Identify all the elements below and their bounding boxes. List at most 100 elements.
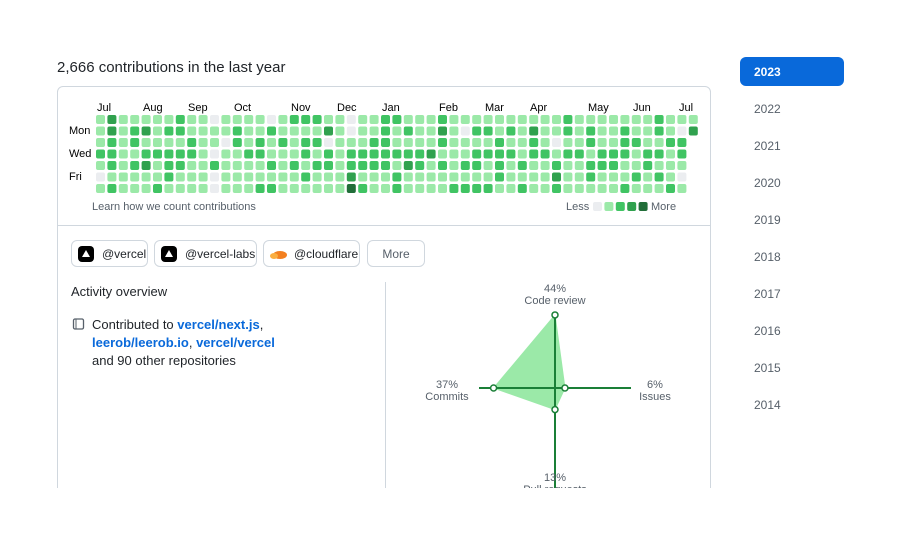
title: 2,666 contributions in the last year: [57, 59, 286, 76]
day-cell: [483, 138, 493, 147]
intro: Contributed to: [92, 317, 174, 332]
day-cell: [381, 161, 390, 170]
day-cell: [312, 138, 322, 147]
day-cell: [392, 172, 402, 182]
day-cell: [631, 149, 641, 159]
day-cell: [574, 138, 584, 147]
day-cell: [96, 161, 105, 170]
org-button[interactable]: @vercel-labs: [154, 240, 257, 267]
day-cell: [415, 138, 425, 147]
radar-point: [551, 405, 559, 414]
month-label: Nov: [291, 102, 311, 114]
day-cell: [677, 184, 687, 193]
year-link[interactable]: 2017: [754, 287, 781, 301]
radar-label: Pull requests: [523, 484, 587, 488]
more-button[interactable]: More: [367, 240, 425, 267]
day-cell: [506, 138, 516, 147]
day-cell: [392, 126, 402, 136]
day-cell: [666, 126, 675, 136]
repo-link[interactable]: leerob/leerob.io: [92, 335, 189, 350]
year-link[interactable]: 2016: [754, 324, 781, 338]
day-cell: [597, 172, 607, 182]
month-label: Dec: [337, 102, 357, 114]
year-link[interactable]: 2019: [754, 213, 781, 227]
year-link[interactable]: 2018: [754, 250, 781, 264]
day-cell: [540, 138, 550, 147]
year-link[interactable]: 2022: [754, 102, 781, 116]
day-cell: [141, 115, 151, 124]
day-cell: [574, 149, 584, 159]
day-cell: [130, 149, 140, 159]
day-cell: [301, 172, 311, 182]
day-cell: [677, 161, 687, 170]
day-cell: [244, 184, 254, 193]
year-link[interactable]: 2020: [754, 176, 781, 190]
day-cell: [187, 138, 197, 147]
year-link[interactable]: 2021: [754, 139, 781, 153]
day-cell: [517, 161, 527, 170]
vertical-divider: [385, 282, 386, 488]
repo-link[interactable]: vercel/next.js: [177, 317, 260, 332]
day-cell: [118, 161, 128, 170]
day-cell: [620, 115, 630, 124]
day-cell: [198, 149, 208, 159]
day-cell: [472, 138, 482, 147]
day-cell: [164, 115, 174, 124]
day-cell: [438, 138, 447, 147]
day-cell: [255, 149, 265, 159]
day-cell: [609, 126, 618, 136]
day-cell: [517, 126, 527, 136]
day-cell: [267, 138, 276, 147]
day-cell: [415, 115, 425, 124]
day-cell: [506, 172, 516, 182]
day-cell: [96, 184, 105, 193]
day-cell: [517, 172, 527, 182]
day-cell: [244, 149, 254, 159]
learn-link[interactable]: Learn how we count contributions: [92, 201, 256, 213]
day-cell: [312, 184, 322, 193]
day-cell: [574, 161, 584, 170]
day-cell: [438, 184, 447, 193]
day-cell: [381, 138, 390, 147]
org-button[interactable]: @cloudflare: [263, 240, 360, 267]
day-cell: [346, 126, 356, 136]
day-cell: [289, 115, 299, 124]
day-cell: [631, 184, 641, 193]
day-cell: [369, 149, 379, 159]
day-cell: [677, 115, 687, 124]
day-cell: [677, 138, 687, 147]
day-cell: [324, 172, 333, 182]
day-cell: [198, 184, 208, 193]
year-link[interactable]: 2023: [754, 65, 781, 79]
legend-swatch: [638, 202, 648, 211]
day-cell: [620, 126, 630, 136]
day-cell: [255, 138, 265, 147]
day-cell: [517, 149, 527, 159]
day-cell: [495, 172, 504, 182]
day-cell: [460, 161, 470, 170]
day-cell: [449, 138, 459, 147]
year-selected[interactable]: [740, 57, 844, 86]
day-cell: [506, 115, 516, 124]
day-cell: [164, 126, 174, 136]
day-cell: [472, 126, 482, 136]
radar-label: Issues: [639, 391, 671, 403]
day-cell: [369, 138, 379, 147]
year-link[interactable]: 2015: [754, 361, 781, 375]
day-cell: [620, 161, 630, 170]
day-cell: [609, 149, 618, 159]
year-link[interactable]: 2014: [754, 398, 781, 412]
day-cell: [643, 126, 653, 136]
day-cell: [392, 161, 402, 170]
repo-link[interactable]: vercel/vercel: [196, 335, 275, 350]
day-cell: [552, 126, 561, 136]
day-cell: [392, 138, 402, 147]
day-cell: [666, 184, 675, 193]
day-cell: [358, 138, 368, 147]
org-button[interactable]: @vercel: [71, 240, 148, 267]
day-cell: [586, 115, 596, 124]
day-cell: [255, 184, 265, 193]
cloudflare-icon: [270, 250, 287, 259]
day-cell: [358, 149, 368, 159]
day-cell: [358, 172, 368, 182]
